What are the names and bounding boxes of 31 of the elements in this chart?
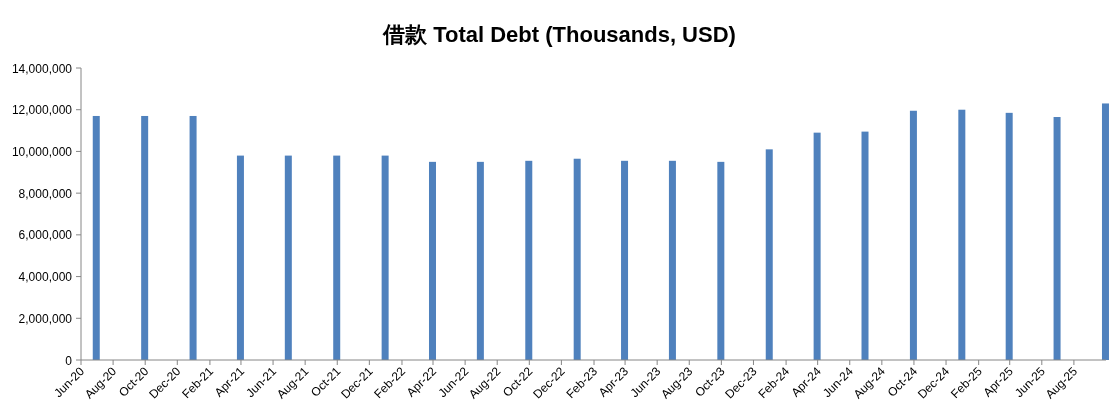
bar bbox=[717, 161, 725, 360]
bar bbox=[813, 132, 821, 360]
bar bbox=[1101, 103, 1109, 360]
bar bbox=[141, 115, 149, 360]
bar bbox=[525, 160, 533, 360]
bar bbox=[668, 160, 676, 360]
y-tick-label: 12,000,000 bbox=[11, 103, 73, 118]
bar bbox=[861, 131, 869, 360]
bar bbox=[765, 149, 773, 360]
bar bbox=[1053, 117, 1061, 360]
bar bbox=[333, 155, 341, 360]
bar bbox=[909, 110, 917, 360]
bar bbox=[236, 155, 244, 360]
bar bbox=[428, 161, 436, 360]
y-tick-label: 0 bbox=[65, 353, 73, 368]
bar bbox=[1005, 112, 1013, 360]
y-tick-label: 10,000,000 bbox=[11, 144, 73, 159]
y-tick-label: 6,000,000 bbox=[18, 228, 73, 243]
bar bbox=[476, 161, 484, 360]
bar bbox=[381, 155, 389, 360]
bar bbox=[284, 155, 292, 360]
bar bbox=[573, 158, 581, 360]
y-tick-label: 4,000,000 bbox=[18, 270, 73, 285]
y-tick-label: 8,000,000 bbox=[18, 186, 73, 201]
bar bbox=[189, 115, 197, 360]
bar bbox=[92, 115, 100, 360]
chart-title: 借款 Total Debt (Thousands, USD) bbox=[382, 22, 736, 47]
bar bbox=[958, 109, 966, 360]
bar bbox=[621, 160, 629, 360]
y-tick-label: 14,000,000 bbox=[11, 61, 73, 76]
y-tick-label: 2,000,000 bbox=[18, 311, 73, 326]
